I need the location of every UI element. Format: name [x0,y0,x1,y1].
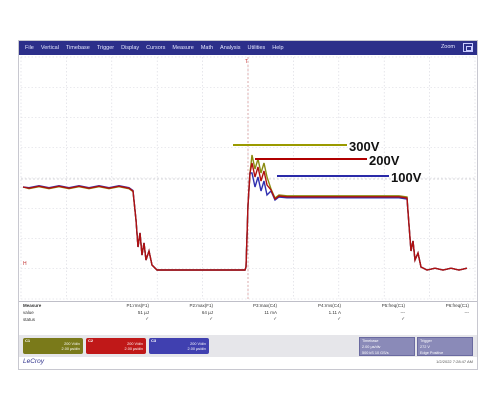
channel-chip-c2[interactable]: C2 200 V/div 2.00 µs/div [86,338,146,354]
menu-item-math[interactable]: Math [200,45,214,51]
menu-item-measure[interactable]: Measure [172,45,194,51]
value-row-label: value [23,310,34,315]
trigger-title: Trigger [420,339,432,343]
measure-value: --- [400,309,406,315]
channel-name: C1 [25,338,31,343]
channel-name: C2 [88,338,94,343]
annotation-label-100v: 100V [391,170,422,185]
channel-scale: 200 V/div [64,342,80,346]
menu-item-display[interactable]: Display [121,45,140,51]
measure-column[interactable]: P6:freq(C1) --- [409,303,469,323]
measure-value: 11 mA [264,309,277,315]
brand-logo: LeCroy [23,358,44,365]
scope-window: File Vertical Timebase Trigger Display Cursor… [18,40,478,370]
channel-timebase: 2.00 µs/div [124,347,143,351]
menu-item-cursors[interactable]: Cursors [146,45,166,51]
measure-name: P3:max(C4) [252,303,277,308]
measure-value: --- [464,309,470,315]
measure-panel: Measure value status P1:rms(F1) 51 µJ ✓ P2:… [19,301,477,335]
measure-value: 1.11 A [328,309,341,315]
timebase-rate: 500 kS 10 GS/s [362,351,389,355]
measure-column[interactable]: P1:rms(F1) 51 µJ ✓ [89,303,150,323]
menu-item-help[interactable]: Help [272,45,284,51]
menu-item-vertical[interactable]: Vertical [40,45,59,51]
measure-name: P6:freq(C1) [445,303,469,308]
measure-status: ✓ [209,316,213,321]
timebase-title: Timebase [362,339,379,343]
datetime: 1/2/2022 7:28:47 AM [436,359,473,364]
status-row-label: status [23,317,36,322]
measure-column[interactable]: P2:max(F1) 64 µJ ✓ [153,303,213,323]
menu-item-analysis[interactable]: Analysis [220,45,241,51]
channel-offset-marker: H [23,261,27,267]
trigger-box[interactable]: Trigger 272 V Edge Positive [417,337,473,356]
menu-item-trigger[interactable]: Trigger [96,45,115,51]
annotation-label-300v: 300V [349,139,380,154]
measure-status: ✓ [337,316,341,321]
annotation-label-200v: 200V [369,153,400,168]
channel-chip-c3[interactable]: C3 200 V/div 2.00 µs/div [149,338,209,354]
zoom-label[interactable]: Zoom [440,44,455,50]
timebase-box[interactable]: Timebase 2.00 µs/div 500 kS 10 GS/s [359,337,415,356]
trigger-time-marker: T [245,59,248,65]
measure-column[interactable]: P5:freq(C1) --- ✓ [345,303,405,323]
channel-timebase: 2.00 µs/div [187,347,206,351]
menu-item-file[interactable]: File [25,45,34,51]
trigger-level: 272 V [420,345,430,349]
measure-name: P5:freq(C1) [381,303,405,308]
measure-status [409,316,469,323]
measure-status: ✓ [145,316,149,321]
measure-name: P2:max(F1) [189,303,213,308]
measure-value: 51 µJ [137,309,149,315]
channel-chip-c1[interactable]: C1 200 V/div 2.00 µs/div [23,338,83,354]
channel-name: C3 [151,338,157,343]
measure-column[interactable]: P4:rms(C4) 1.11 A ✓ [281,303,341,323]
channel-scale: 200 V/div [190,342,206,346]
measure-row-label: Measure [23,303,42,308]
measure-status: ✓ [401,316,405,321]
timebase-value: 2.00 µs/div [362,345,381,349]
menu-item-timebase[interactable]: Timebase [65,45,90,51]
menu-bar: File Vertical Timebase Trigger Display Cursor… [19,41,477,55]
trace-200v [22,162,468,271]
channel-scale: 200 V/div [127,342,143,346]
menu-item-utilities[interactable]: Utilities [247,45,266,51]
measure-column[interactable]: P3:max(C4) 11 mA ✓ [217,303,277,323]
trigger-mode: Edge Positive [420,351,444,355]
measure-status: ✓ [273,316,277,321]
measure-name: P4:rms(C4) [317,303,341,308]
channel-strip: Timebase 2.00 µs/div 500 kS 10 GS/s Trig… [19,335,477,357]
measure-name: P1:rms(F1) [126,303,150,308]
channel-timebase: 2.00 µs/div [61,347,80,351]
zoom-icon[interactable] [463,43,473,52]
measure-value: 64 µJ [201,309,213,315]
